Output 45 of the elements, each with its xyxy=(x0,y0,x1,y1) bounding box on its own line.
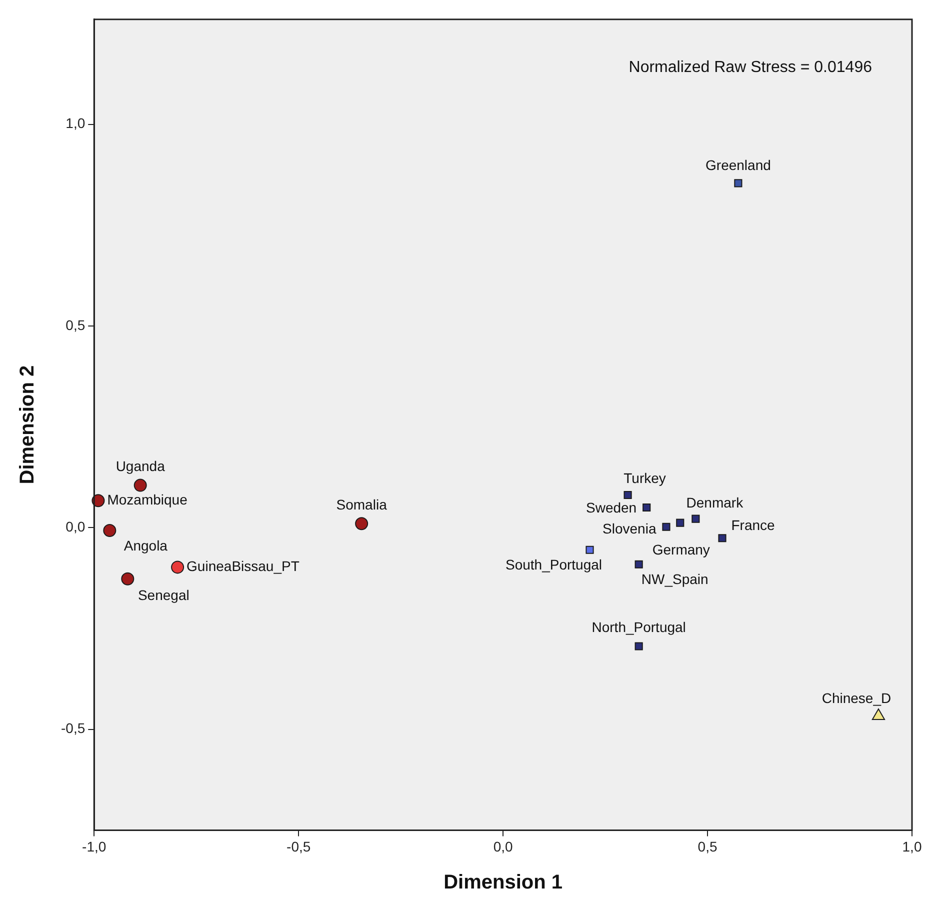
annotation: Angola xyxy=(124,537,168,554)
point xyxy=(134,478,147,492)
point xyxy=(662,522,670,531)
point xyxy=(586,546,594,554)
x-tick-label: -1,0 xyxy=(82,838,106,854)
annotation: South_Portugal xyxy=(505,556,602,573)
annotation: Uganda xyxy=(116,458,166,474)
point xyxy=(634,642,643,650)
annotation: Somalia xyxy=(336,496,388,512)
y-tick-label: 1,0 xyxy=(66,115,86,132)
point xyxy=(624,490,632,500)
annotation: Turkey xyxy=(624,470,666,486)
annotation: NW_Spain xyxy=(641,571,708,588)
annotation: GuineaBissau_PT xyxy=(186,558,300,574)
point xyxy=(718,534,726,542)
point xyxy=(676,518,684,527)
y-tick-label: 0,5 xyxy=(66,316,86,333)
annotation: Slovenia xyxy=(602,520,656,537)
annotation: Germany xyxy=(652,542,710,558)
annotation: France xyxy=(731,517,776,534)
annotation: Denmark xyxy=(686,494,744,511)
point xyxy=(734,179,742,188)
annotation: Greenland xyxy=(706,157,771,174)
point xyxy=(634,560,643,568)
point xyxy=(872,708,886,720)
point xyxy=(642,503,651,512)
x-axis-title: Dimension 1 xyxy=(444,872,563,894)
point xyxy=(355,517,368,530)
point xyxy=(121,572,134,586)
annotation: Mozambique xyxy=(107,491,188,508)
x-tick-label: -0,5 xyxy=(286,838,311,854)
annotation: Normalized Raw Stress = 0.01496 xyxy=(628,58,872,76)
annotation: Senegal xyxy=(138,586,190,603)
y-axis-title: Dimension 2 xyxy=(16,365,39,484)
y-tick-label: -0,5 xyxy=(61,720,86,736)
x-tick-label: 0,5 xyxy=(698,838,718,854)
annotation: Sweden xyxy=(586,499,637,516)
x-tick-label: 1,0 xyxy=(902,838,922,854)
point xyxy=(103,524,116,537)
annotation: Chinese_D xyxy=(822,690,892,706)
y-tick-label: 0,0 xyxy=(66,518,86,535)
x-tick-label: 0,0 xyxy=(493,838,514,854)
annotation: North_Portugal xyxy=(592,619,686,636)
point xyxy=(171,560,184,574)
point xyxy=(692,514,700,523)
